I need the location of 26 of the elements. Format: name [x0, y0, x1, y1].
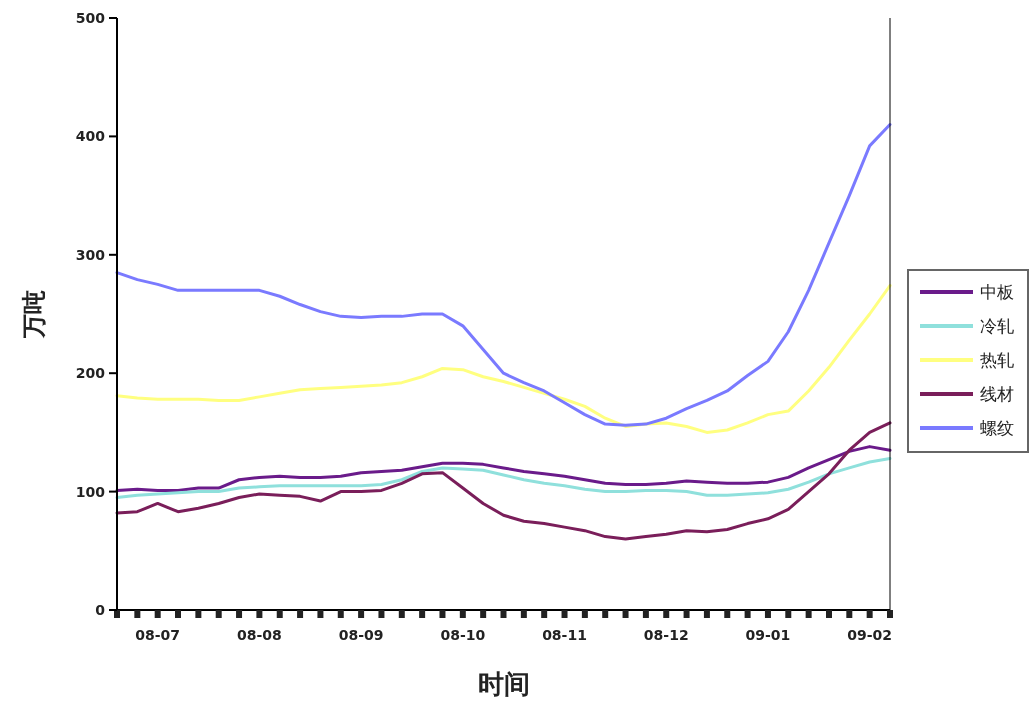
y-tick-label: 300 — [75, 246, 106, 263]
x-tick-label: 08-07 — [135, 627, 181, 643]
legend-label: 中板 — [980, 281, 1014, 302]
y-axis-title: 万吨 — [20, 290, 48, 339]
x-axis-title: 时间 — [477, 669, 530, 699]
legend-label: 螺纹 — [980, 417, 1014, 438]
y-tick-label: 200 — [75, 365, 106, 382]
legend-label: 冷轧 — [980, 315, 1014, 336]
line-series — [115, 456, 892, 500]
y-tick-label: 100 — [75, 483, 106, 500]
x-tick-label: 08-11 — [542, 627, 587, 643]
line-series — [115, 445, 892, 492]
x-tick-label: 08-08 — [237, 627, 282, 643]
y-tick-label: 500 — [75, 9, 106, 26]
x-tick-label: 09-02 — [847, 627, 893, 643]
x-tick-label: 08-10 — [440, 627, 486, 643]
line-series — [115, 421, 892, 541]
legend-label: 热轧 — [980, 349, 1014, 370]
x-tick-label: 09-01 — [745, 627, 791, 643]
x-tick-label: 08-09 — [338, 627, 384, 643]
y-tick-label: 0 — [95, 601, 106, 618]
x-tick-label: 08-12 — [643, 627, 689, 643]
legend-label: 线材 — [980, 383, 1014, 404]
y-tick-label: 400 — [75, 128, 106, 145]
line-series — [115, 123, 892, 427]
line-series — [115, 284, 892, 434]
